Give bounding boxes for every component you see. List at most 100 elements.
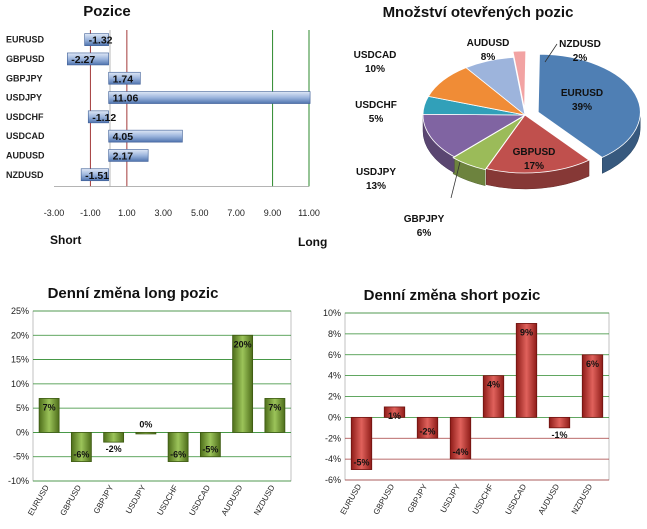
- x-category-label: USDJPY: [124, 483, 148, 515]
- pie-label-name: EURUSD: [561, 88, 603, 99]
- pie-label-name: NZDUSD: [559, 39, 601, 50]
- pozice-x-tick: 7.00: [227, 208, 245, 218]
- y-tick-label: 0%: [328, 412, 341, 422]
- long-chart-title: Denní změna long pozic: [48, 285, 219, 302]
- pozice-category-label: EURUSD: [6, 35, 45, 45]
- bar-value-label: 7%: [43, 402, 56, 412]
- pozice-x-tick: 3.00: [155, 208, 173, 218]
- pozice-category-label: GBPUSD: [6, 54, 45, 64]
- pie-leader-line: [544, 43, 558, 63]
- bar: [264, 398, 286, 433]
- x-category-label: USDCAD: [504, 482, 529, 516]
- pozice-bar: [108, 129, 183, 143]
- pozice-x-tick: 5.00: [191, 208, 209, 218]
- pozice-bar: [66, 52, 109, 66]
- bar-value-label: -5%: [353, 458, 369, 468]
- pie-slice-gbpjpy: [452, 115, 525, 171]
- y-tick-label: 0%: [16, 427, 29, 437]
- pie-leader-line: [450, 161, 461, 199]
- pie-label-name: AUDUSD: [467, 38, 510, 49]
- y-tick-label: 20%: [11, 330, 29, 340]
- x-category-label: NZDUSD: [252, 483, 277, 517]
- bar-value-label: -2%: [106, 444, 122, 454]
- pie-label-name: USDCHF: [355, 100, 397, 111]
- pozice-x-tick: 1.00: [118, 208, 136, 218]
- pozice-value-label: 1.74: [113, 73, 134, 85]
- bar: [515, 323, 538, 418]
- x-category-label: AUDUSD: [220, 483, 245, 517]
- bar-value-label: 1%: [388, 411, 401, 421]
- pozice-bar: [108, 91, 311, 104]
- short-change-bar-chart: -6% -4% -2% 0% 2% 4% 6% 8% 10% -5% EURUSD 1% GBPUSD -…: [323, 308, 610, 516]
- pie-label-name: USDCAD: [354, 50, 397, 61]
- bar: [232, 334, 254, 433]
- bar: [38, 398, 60, 433]
- pozice-bar: [87, 110, 109, 124]
- pie-label-value: 39%: [572, 102, 592, 113]
- bar: [70, 432, 92, 462]
- pie-label-name: USDJPY: [356, 167, 396, 178]
- pozice-value-label: 4.05: [113, 131, 134, 143]
- x-category-label: USDCHF: [471, 482, 496, 515]
- short-chart-title: Denní změna short pozic: [364, 287, 541, 304]
- pozice-category-label: AUDUSD: [6, 150, 45, 160]
- bar: [103, 432, 125, 443]
- pozice-value-label: -1.51: [85, 170, 109, 182]
- x-category-label: USDCAD: [187, 483, 212, 517]
- pozice-value-label: 2.17: [113, 150, 134, 162]
- long-change-bar-chart: -10% -5% 0% 5% 10% 15% 20% 25% 7% EURUSD -6% GBPUSD…: [8, 306, 292, 517]
- bar-value-label: -5%: [202, 445, 218, 455]
- pie-slice-eurusd: [537, 53, 641, 158]
- pozice-category-label: USDCAD: [6, 131, 45, 141]
- x-category-label: EURUSD: [339, 482, 364, 516]
- bar: [383, 406, 406, 418]
- y-tick-label: 10%: [323, 308, 341, 318]
- pozice-value-label: -2.27: [71, 54, 95, 66]
- y-tick-label: 6%: [328, 350, 341, 360]
- x-category-label: USDJPY: [439, 482, 463, 514]
- y-tick-label: 15%: [11, 355, 29, 365]
- pozice-bar: [108, 149, 149, 162]
- bar: [135, 432, 157, 435]
- pie-label-value: 5%: [369, 114, 384, 125]
- x-category-label: AUDUSD: [537, 482, 562, 516]
- y-tick-label: 25%: [11, 306, 29, 316]
- pie-label-name: GBPJPY: [404, 214, 445, 225]
- bar-value-label: 4%: [487, 380, 500, 390]
- pie-label-name: GBPUSD: [513, 147, 556, 158]
- y-tick-label: 4%: [328, 371, 341, 381]
- pozice-title: Pozice: [83, 3, 131, 20]
- bar: [199, 432, 221, 458]
- x-category-label: USDCHF: [155, 483, 180, 516]
- long-side-label: Long: [298, 235, 327, 249]
- x-category-label: GBPJPY: [92, 483, 116, 515]
- pozice-category-label: NZDUSD: [6, 170, 44, 180]
- pozice-category-label: USDCHF: [6, 112, 44, 122]
- y-tick-label: -6%: [325, 475, 341, 485]
- y-tick-label: 10%: [11, 379, 29, 389]
- bar-value-label: 7%: [268, 402, 281, 412]
- pozice-category-label: GBPJPY: [6, 73, 43, 83]
- pie-label-value: 6%: [417, 228, 432, 239]
- x-category-label: NZDUSD: [570, 482, 595, 516]
- positions-pie-chart: EURUSD 39% GBPUSD 17% GBPJPY 6% USDJPY 13% USDCH…: [354, 38, 641, 239]
- bar-value-label: -6%: [170, 450, 186, 460]
- bar: [416, 416, 439, 439]
- pozice-bar: [108, 71, 141, 85]
- x-category-label: GBPUSD: [372, 482, 397, 516]
- y-tick-label: 5%: [16, 403, 29, 413]
- x-category-label: GBPUSD: [58, 483, 83, 517]
- bar: [167, 432, 189, 462]
- bar-value-label: -6%: [73, 450, 89, 460]
- pozice-bar: [84, 33, 109, 46]
- pie-label-value: 2%: [573, 53, 588, 64]
- pie-slice-usdjpy: [422, 113, 527, 158]
- pie-slice-gbpusd: [485, 114, 590, 174]
- bar: [548, 416, 571, 429]
- bar-value-label: 9%: [520, 327, 533, 337]
- bar: [350, 416, 373, 470]
- x-category-label: EURUSD: [26, 483, 51, 517]
- pozice-x-tick: 11.00: [298, 208, 320, 218]
- bar: [482, 375, 505, 418]
- x-category-label: GBPJPY: [406, 482, 430, 514]
